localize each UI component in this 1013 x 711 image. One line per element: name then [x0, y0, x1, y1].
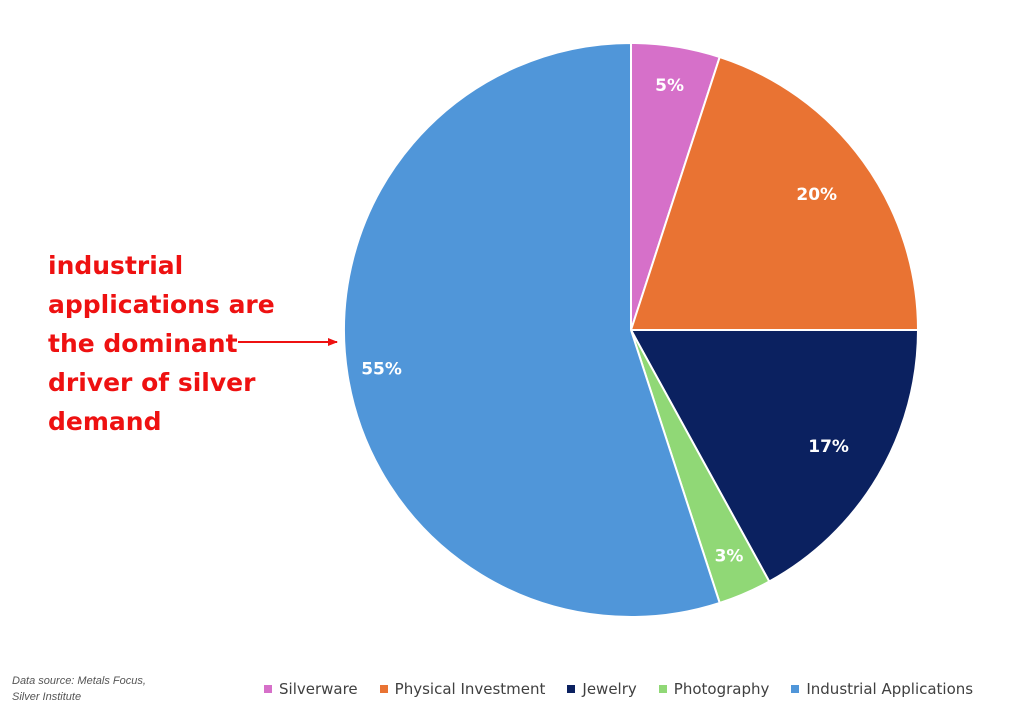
legend-label: Physical Investment: [394, 680, 546, 698]
legend-swatch: [264, 685, 272, 693]
pie-slices: [343, 41, 920, 618]
legend-label: Photography: [673, 680, 770, 698]
legend-label: Jewelry: [582, 680, 637, 698]
legend-item-silverware: Silverware: [264, 680, 358, 698]
pie-label-photography: 3%: [715, 547, 744, 567]
chart-legend: Silverware Physical Investment Jewelry P…: [264, 680, 973, 698]
pie-label-jewelry: 17%: [808, 437, 849, 457]
legend-label: Industrial Applications: [806, 680, 974, 698]
legend-swatch: [379, 685, 388, 693]
pie-slice-industrial-applications: [343, 41, 721, 618]
legend-item-jewelry: Jewelry: [567, 680, 637, 698]
pie-label-silverware: 5%: [655, 76, 684, 96]
legend-swatch: [658, 685, 667, 693]
legend-item-industrial-applications: Industrial Applications: [791, 680, 973, 698]
annotation-text: industrial applications are the dominant…: [48, 251, 275, 436]
legend-item-physical-investment: Physical Investment: [379, 680, 546, 698]
pie-slice-physical-investment: [629, 55, 920, 331]
pie-slice-labels: 5% 20% 17% 3% 55%: [361, 76, 849, 566]
pie-label-industrial-applications: 55%: [361, 360, 402, 380]
pie-label-physical-investment: 20%: [796, 185, 837, 205]
data-source-note: Data source: Metals Focus, Silver Instit…: [12, 675, 146, 703]
legend-swatch: [791, 685, 800, 693]
legend-swatch: [567, 685, 576, 693]
pie-slice-jewelry: [629, 329, 920, 583]
legend-item-photography: Photography: [658, 680, 770, 698]
legend-label: Silverware: [279, 680, 358, 698]
